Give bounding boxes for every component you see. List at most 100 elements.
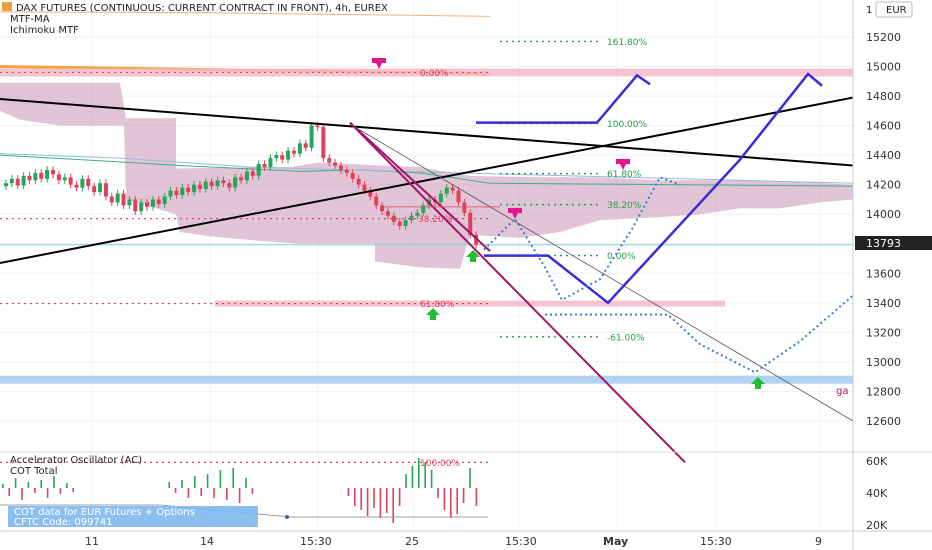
time-tick-label: 14	[200, 535, 214, 548]
oscillator-bar	[392, 488, 394, 523]
fib-red-label: 38.20%	[418, 215, 453, 225]
candle-body	[397, 221, 402, 227]
oscillator-bar	[238, 488, 241, 503]
fib-red-label: 61.80%	[420, 300, 455, 310]
oscillator-bar	[174, 488, 177, 493]
price-tick-label: 14600	[866, 120, 901, 133]
candle-body	[221, 180, 226, 184]
price-tick-label: 14800	[866, 90, 901, 103]
price-tick-label: 13600	[866, 267, 901, 280]
candle-body	[145, 202, 150, 207]
time-tick-label: 15:30	[700, 535, 732, 548]
oscillator-bar	[360, 488, 362, 510]
currency-selector[interactable]: 1 EUR	[866, 1, 913, 18]
oscillator-bar	[450, 488, 452, 518]
last-price-box	[855, 236, 932, 250]
sub-indicator-ac[interactable]: Accelerator Oscillator (AC)	[10, 455, 142, 466]
ma-green	[0, 154, 854, 187]
time-tick-label: 25	[405, 535, 419, 548]
price-tick-label: 14200	[866, 179, 901, 192]
last-price-tag: 13793	[855, 236, 932, 250]
channel-line-short	[349, 121, 491, 252]
candle-body	[315, 125, 320, 128]
oscillator-bar	[398, 488, 401, 506]
price-tick-label: 14400	[866, 149, 901, 162]
annotation-ga: ga	[836, 386, 848, 397]
candle-body	[162, 196, 167, 204]
forecast-path-main	[484, 72, 823, 305]
oscillator-bar	[411, 466, 414, 488]
oscillator-bar	[354, 488, 356, 506]
oscillator-bar	[418, 458, 420, 488]
candle-body	[362, 184, 367, 191]
indicator-label-mtf-ma[interactable]: MTF-MA	[10, 14, 50, 25]
oscillator-bar	[40, 480, 42, 488]
oscillator-bar	[424, 462, 426, 488]
candle-body	[4, 183, 8, 187]
signal-arrow-up	[466, 250, 480, 262]
oscillator-bar	[34, 488, 36, 493]
sub-tick-label: 60K	[866, 455, 888, 468]
oscillator-bar	[430, 470, 433, 488]
candle-body	[203, 181, 208, 190]
fib-green-label: 0.00%	[607, 252, 636, 262]
price-tick-label: 13200	[866, 326, 901, 339]
oscillator-panel	[0, 451, 932, 523]
indicator-label-ichimoku[interactable]: Ichimoku MTF	[10, 25, 79, 36]
chart-title: DAX FUTURES (CONTINUOUS: CURRENT CONTRAC…	[16, 3, 388, 14]
candle-body	[180, 187, 185, 196]
fib-green-label: 161.80%	[607, 38, 647, 48]
oscillator-bar	[251, 488, 254, 494]
candle-body	[133, 199, 138, 212]
candle-body	[244, 171, 249, 181]
candle-body	[156, 199, 161, 204]
signal-arrow-down	[616, 159, 630, 170]
candle-body	[98, 183, 103, 193]
candle-body	[115, 193, 120, 203]
sub-indicator-cot[interactable]: COT Total	[10, 466, 58, 477]
candle-body	[21, 175, 26, 186]
candle-body	[103, 183, 108, 197]
price-tick-label: 12800	[866, 385, 901, 398]
oscillator-bar	[53, 476, 55, 488]
oscillator-bar	[456, 488, 458, 514]
ma-orange-thin	[0, 11, 491, 17]
fib-green-label: 38.20%	[607, 201, 642, 211]
candle-body	[56, 174, 61, 181]
candle-body	[233, 177, 238, 188]
candle-body	[274, 155, 279, 159]
candle-body	[356, 178, 361, 185]
candle-body	[415, 212, 420, 216]
currency-button[interactable]	[875, 1, 913, 18]
oscillator-bar	[8, 488, 10, 496]
fib-green-label: 61.80%	[607, 170, 642, 180]
candle-body	[139, 202, 144, 212]
candle-body	[92, 186, 97, 193]
candle-body	[327, 158, 332, 163]
oscillator-bar	[206, 474, 209, 488]
candle-body	[174, 190, 179, 196]
fib-red-label: 0.00%	[420, 69, 449, 79]
oscillator-bar	[347, 488, 350, 496]
candle-body	[462, 202, 467, 213]
candle-body	[438, 193, 443, 203]
oscillator-bar	[2, 484, 4, 488]
time-tick-label: 15:30	[505, 535, 537, 548]
candle-body	[15, 178, 20, 186]
candle-body	[74, 184, 79, 188]
oscillator-bar	[443, 488, 446, 510]
sub-indicator-labels: Accelerator Oscillator (AC) COT Total CO…	[8, 455, 258, 528]
time-tick-label: May	[603, 535, 628, 548]
time-tick-label: 9	[815, 535, 822, 548]
oscillator-bar	[14, 478, 17, 488]
signal-arrow-down	[508, 208, 522, 219]
candle-body	[239, 177, 244, 181]
channel-line-strong	[349, 121, 686, 464]
candle-body	[209, 181, 214, 187]
fib-green-label: 100.00%	[607, 120, 647, 130]
oscillator-bar	[373, 488, 375, 508]
oscillator-bar	[245, 478, 247, 488]
candle-body	[33, 172, 38, 181]
trend-line-up	[0, 96, 854, 264]
